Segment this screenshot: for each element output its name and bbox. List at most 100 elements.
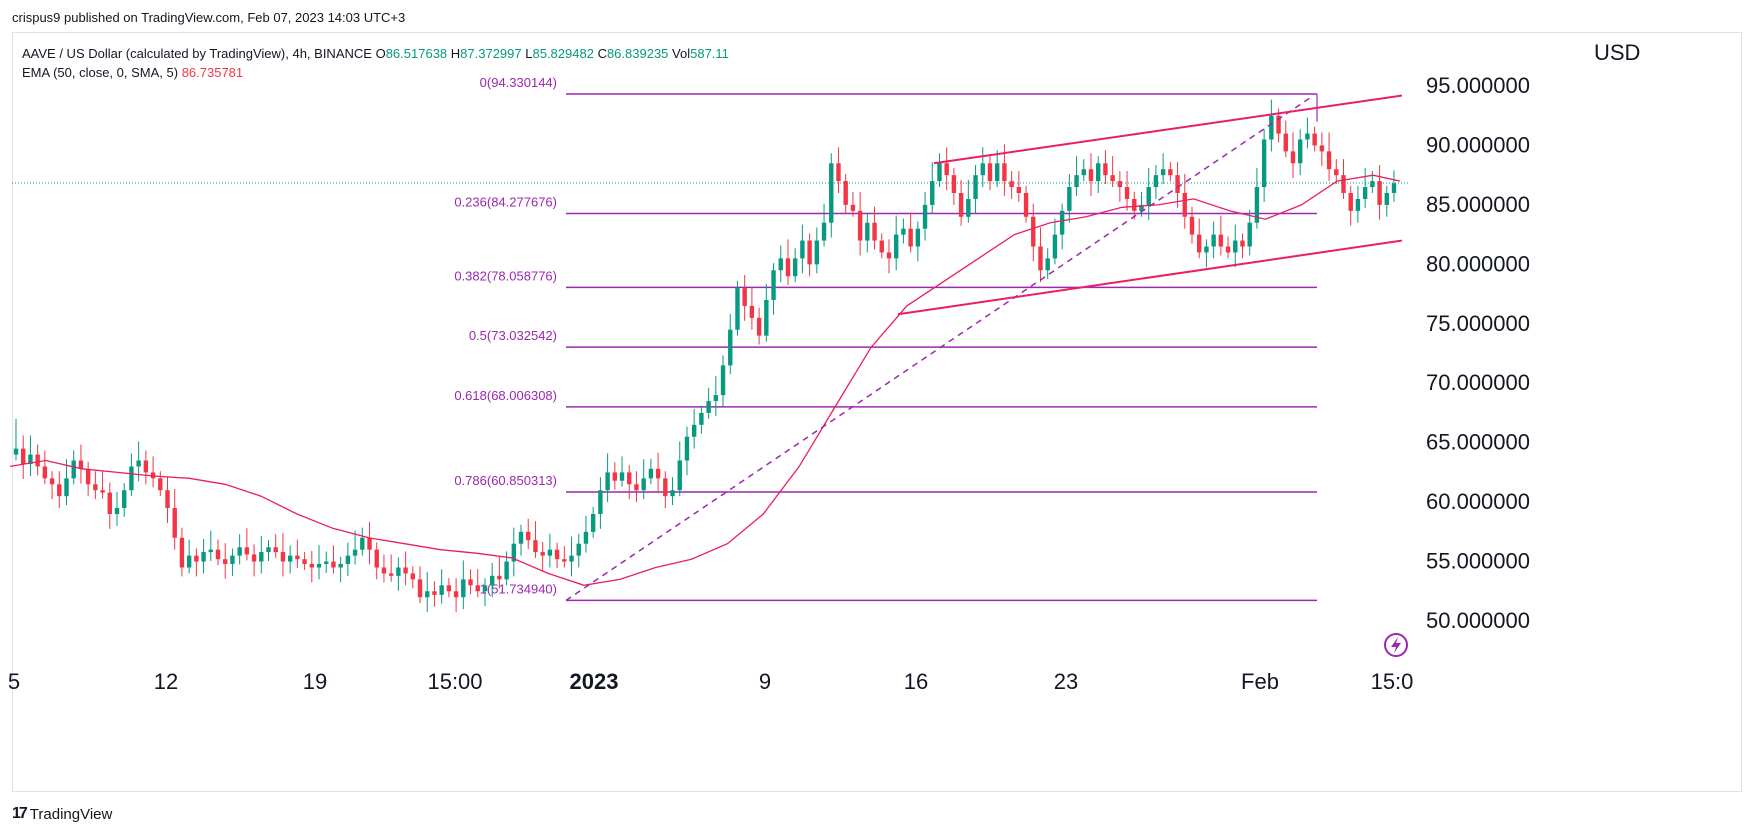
candle-body [879,240,884,253]
candle-body [1160,169,1166,176]
candle-body [13,448,19,455]
candle-body [980,163,985,176]
low-label: L [525,46,533,61]
candle-body [1067,187,1072,211]
candle-body [829,163,834,223]
fib-level-label: 0.786(60.850313) [454,473,557,488]
footer[interactable]: 17 TradingView [12,805,112,823]
candle-body [691,424,697,437]
candle-body [1182,193,1187,217]
fib-level-label: 0.236(84.277676) [454,194,557,209]
candle-body [627,472,632,485]
x-tick-label: 23 [1054,669,1078,694]
fib-level-label: 0.5(73.032542) [469,328,557,343]
candle-body [634,484,639,491]
candle-body [468,579,473,586]
candle-body [930,181,935,205]
candle-body [381,567,387,574]
candle-body [1211,234,1216,247]
y-tick-label: 55.000000 [1426,549,1530,574]
candle-body [194,555,199,562]
candle-body [994,163,1000,182]
candle-body [547,549,553,556]
x-tick-label: 12 [154,669,178,694]
candle-body [1074,175,1079,188]
ema-line [9,174,1401,586]
candle-body [814,240,820,265]
candle-body [800,240,805,259]
y-tick-label: 95.000000 [1426,73,1530,98]
candle-body [497,575,502,580]
candle-body [583,531,589,544]
candle-body [1045,258,1050,271]
candle-body [439,585,444,595]
candle-body [1153,175,1159,188]
candle-body [1031,216,1036,247]
candle-body [388,573,394,576]
candle-body [345,555,351,564]
candle-body [129,466,134,491]
candle-body [93,484,98,491]
candle-body [1233,240,1238,253]
candle-body [223,559,228,564]
candle-body [201,552,206,562]
candle-body [158,478,163,491]
publisher-note: crispus9 published on TradingView.com, F… [12,10,406,25]
candle-body [1103,163,1108,176]
candle-body [526,531,531,541]
candle-body [677,460,682,491]
candle-body [663,478,668,497]
candle-body [338,563,343,568]
candle-body [533,540,538,553]
candle-body [1175,175,1180,193]
candle-body [857,210,863,241]
candle-body [901,228,906,235]
candle-body [1139,204,1144,211]
candle-body [1355,198,1361,211]
x-tick-label: Feb [1241,669,1279,694]
lightning-icon [1384,633,1408,657]
footer-brand: TradingView [29,805,113,823]
candle-body [453,591,459,598]
candle-body [807,240,812,265]
candle-body [71,460,76,479]
candle-body [461,579,466,598]
volume-label: Vol [672,46,691,61]
candle-body [1334,169,1339,176]
candle-body [648,468,654,479]
candle-body [518,531,524,544]
candle-body [937,163,942,182]
low-value: 85.829482 [532,46,594,61]
tradingview-logo-icon: 17 [12,805,28,822]
ema-line: EMA (50, close, 0, SMA, 5) 86.735781 [22,63,729,82]
candle-body [1240,240,1245,247]
candle-body [57,484,62,497]
candle-body [576,543,581,556]
x-tick-label: 16 [904,669,928,694]
candle-body [720,365,726,396]
candle-body [706,401,711,413]
ema-value: 86.735781 [181,65,244,80]
candle-body [280,552,286,562]
candle-body [1312,133,1317,146]
candle-body [179,537,185,568]
candle-body [230,555,235,564]
candle-body [836,163,841,182]
candle-body [309,563,315,568]
open-label: O [375,46,386,61]
candle-body [1377,181,1382,205]
candle-body [446,585,452,592]
candle-body [850,204,856,211]
candle-body [778,258,783,271]
candle-body [699,412,704,425]
chart-legend: AAVE / US Dollar (calculated by TradingV… [22,44,729,82]
candle-body [1204,246,1209,253]
high-label: H [450,46,461,61]
candle-body [107,492,112,514]
candle-body [792,258,798,277]
candle-body [1095,163,1101,182]
candle-body [554,549,560,560]
candle-body [49,478,55,485]
candle-body [114,508,120,514]
